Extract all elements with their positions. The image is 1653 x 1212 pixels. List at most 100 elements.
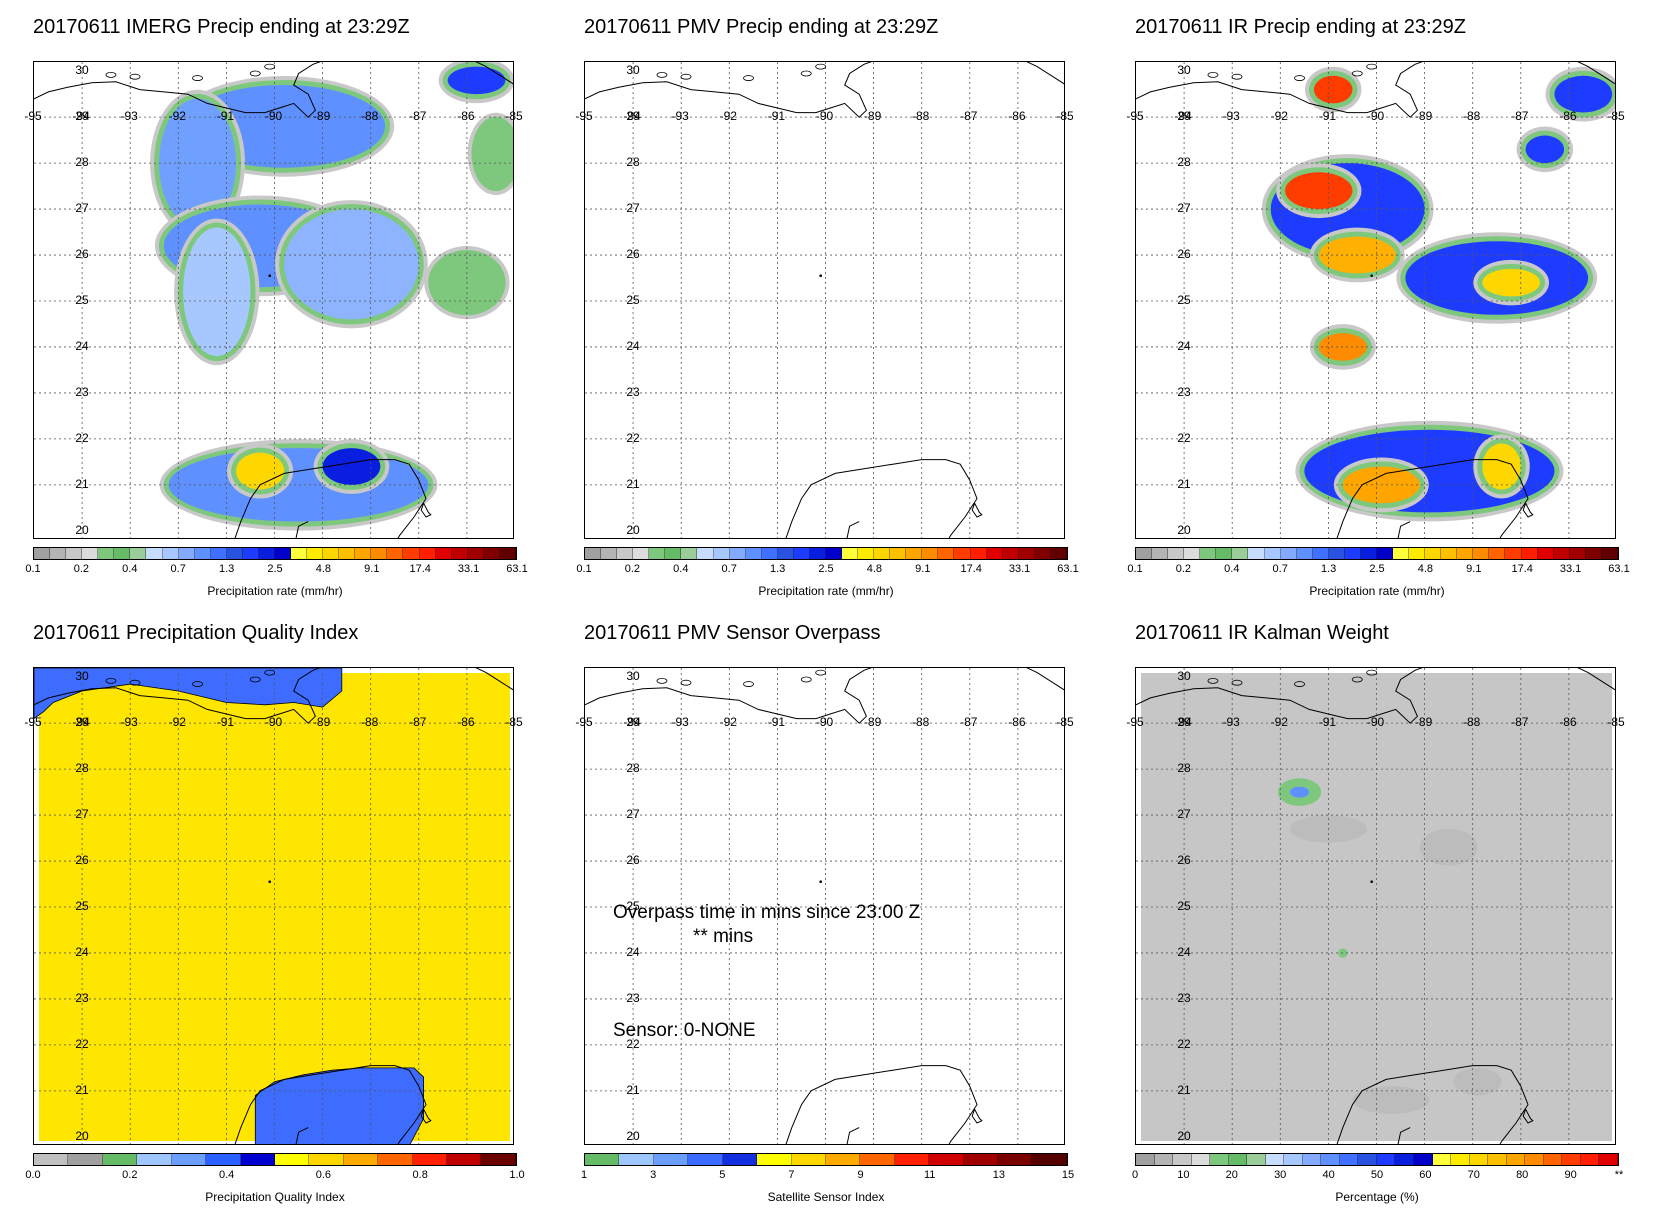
colorbar-swatch bbox=[1473, 548, 1490, 559]
colorbar-swatch bbox=[307, 548, 324, 559]
colorbar-swatch bbox=[1432, 1154, 1452, 1165]
lake-outline-1 bbox=[680, 679, 692, 686]
coastline-0 bbox=[585, 62, 872, 118]
colorbar-swatch bbox=[1488, 1154, 1507, 1165]
lake-outline-0 bbox=[656, 677, 668, 684]
precip-cell-3 bbox=[284, 209, 419, 320]
colorbar-swatch bbox=[309, 1154, 344, 1165]
colorbar-swatch bbox=[963, 1154, 999, 1165]
colorbar-swatch bbox=[761, 548, 778, 559]
colorbar-tick-label: 9.1 bbox=[915, 563, 931, 575]
coastline-4 bbox=[971, 1108, 983, 1124]
kalman-shade-3 bbox=[1453, 1067, 1502, 1096]
colorbar-swatch bbox=[1585, 548, 1602, 559]
colorbar-swatch bbox=[137, 1154, 172, 1165]
lon-label: -86 bbox=[1008, 109, 1026, 124]
panel-title: 20170611 PMV Sensor Overpass bbox=[584, 622, 881, 644]
precip-cell-1 bbox=[1289, 786, 1310, 798]
lon-label: -95 bbox=[24, 715, 42, 730]
lat-label: 22 bbox=[626, 430, 640, 445]
coastline-2 bbox=[785, 459, 978, 538]
overpass-minutes: ** mins bbox=[693, 926, 754, 947]
map-frame bbox=[33, 61, 514, 539]
lake-outline-1 bbox=[129, 679, 141, 686]
coastline-0 bbox=[34, 62, 321, 118]
lon-label: -92 bbox=[719, 109, 737, 124]
lat-label: 30 bbox=[626, 63, 640, 78]
lon-label: -91 bbox=[216, 715, 235, 730]
colorbar-swatch bbox=[633, 548, 650, 559]
colorbar-swatch bbox=[274, 1154, 310, 1165]
lon-label: -89 bbox=[863, 715, 882, 730]
colorbar-label: Precipitation rate (mm/hr) bbox=[1309, 584, 1445, 598]
map-canvas bbox=[34, 668, 513, 1144]
lat-label: 27 bbox=[75, 201, 89, 216]
colorbar-swatch bbox=[34, 548, 51, 559]
lake-outline-2 bbox=[1294, 75, 1305, 81]
colorbar-swatch bbox=[1312, 548, 1329, 559]
colorbar-swatch bbox=[1018, 548, 1035, 559]
colorbar-swatch bbox=[1247, 1154, 1266, 1165]
colorbar-tick-label: 0.4 bbox=[218, 1169, 235, 1181]
lat-label: 25 bbox=[75, 293, 89, 307]
colorbar-swatch bbox=[986, 548, 1003, 559]
lat-label: 29 bbox=[1177, 109, 1191, 124]
coastline-0 bbox=[585, 668, 872, 724]
lat-label: 27 bbox=[75, 807, 89, 822]
lon-label: -87 bbox=[960, 715, 978, 730]
colorbar-swatch bbox=[50, 548, 67, 559]
colorbar-swatch bbox=[1321, 1154, 1340, 1165]
colorbar-tick-label: 0.7 bbox=[170, 563, 186, 575]
coastline-4 bbox=[420, 1108, 432, 1124]
colorbar-swatch bbox=[1580, 1154, 1600, 1165]
colorbar-tick-label: 0.1 bbox=[25, 563, 41, 575]
colorbar-swatch bbox=[601, 548, 618, 559]
colorbar-swatch bbox=[339, 548, 356, 559]
map-panel-3: 20170611 IR Precip ending at 23:29Z 30 29 2… bbox=[1102, 0, 1653, 606]
lake-outline-3 bbox=[1351, 70, 1363, 77]
colorbar-tick-label: 15 bbox=[1061, 1169, 1075, 1181]
colorbar-swatch bbox=[240, 1154, 275, 1165]
map-panel-1: 20170611 IMERG Precip ending at 23:29Z 30… bbox=[0, 0, 551, 606]
colorbar-tick-label: 80 bbox=[1516, 1169, 1529, 1181]
lat-label: 29 bbox=[626, 109, 640, 124]
lat-label: 28 bbox=[626, 761, 640, 776]
colorbar-swatch bbox=[1216, 548, 1233, 559]
lon-label: -86 bbox=[1559, 109, 1577, 124]
lat-label: 22 bbox=[75, 430, 89, 445]
lon-label: -91 bbox=[1318, 715, 1337, 730]
panel-title: 20170611 PMV Precip ending at 23:29Z bbox=[584, 16, 939, 38]
lat-label: 28 bbox=[75, 155, 89, 170]
lake-outline-3 bbox=[249, 676, 261, 683]
coastline-0 bbox=[34, 668, 321, 724]
colorbar-swatch bbox=[681, 548, 698, 559]
colorbar-tick-label: 4.8 bbox=[866, 563, 883, 575]
panel-title: 20170611 Precipitation Quality Index bbox=[33, 622, 359, 644]
quality-blue-north bbox=[34, 668, 343, 720]
colorbar-swatch bbox=[1543, 1154, 1563, 1165]
colorbar-swatch bbox=[210, 548, 227, 559]
lon-label: -94 bbox=[623, 715, 641, 730]
colorbar-tick-label: 3 bbox=[650, 1169, 657, 1181]
lat-label: 22 bbox=[1177, 1036, 1191, 1051]
colorbar-tick-label: 9.1 bbox=[364, 563, 380, 575]
colorbar-swatch bbox=[206, 1154, 241, 1165]
lat-label: 21 bbox=[626, 476, 640, 491]
lon-label: -85 bbox=[1056, 715, 1074, 730]
colorbar-tick-label: 17.4 bbox=[409, 563, 431, 575]
lake-outline-3 bbox=[800, 676, 812, 683]
colorbar-swatch bbox=[922, 548, 939, 559]
lake-outline-4 bbox=[1366, 669, 1378, 676]
precip-cell-8 bbox=[236, 452, 285, 490]
colorbar-swatch bbox=[825, 548, 842, 559]
lat-label: 27 bbox=[626, 807, 640, 822]
colorbar-swatch bbox=[1457, 548, 1474, 559]
quality-blue-yucatan bbox=[254, 1067, 424, 1144]
colorbar-tick-label: 9 bbox=[857, 1169, 864, 1181]
colorbar-swatch bbox=[1409, 548, 1426, 559]
lat-label: 25 bbox=[626, 899, 640, 913]
colorbar-swatch bbox=[1034, 548, 1051, 559]
coastline-1 bbox=[475, 668, 513, 691]
colorbar-tick-label: 33.1 bbox=[1008, 563, 1031, 575]
colorbar-swatch bbox=[1173, 1154, 1192, 1165]
